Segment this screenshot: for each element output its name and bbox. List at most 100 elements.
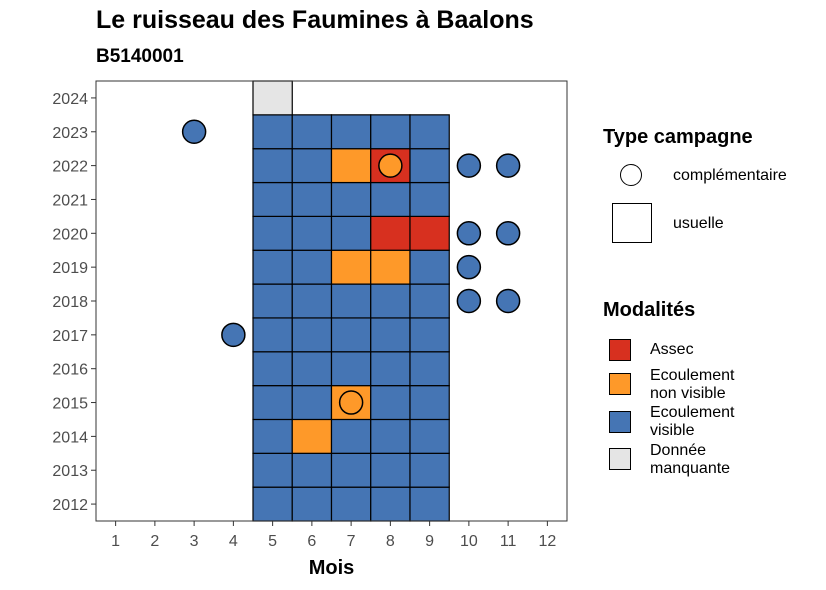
- tile-usuelle-2020-7: [330, 215, 372, 251]
- legend-label-enf-line2: non visible: [650, 385, 726, 402]
- y-tick-label-2013: 2013: [52, 463, 88, 480]
- tile-usuelle-2023-5: [252, 114, 293, 150]
- x-tick-label-9: 9: [425, 533, 434, 550]
- tile-usuelle-2019-9: [409, 249, 450, 285]
- legend-circle-key: [620, 164, 642, 186]
- legend-key-ecoulement-visible: [609, 411, 631, 433]
- tile-usuelle-2018-9: [409, 283, 450, 319]
- point-complementaire-2015-7: [338, 390, 364, 415]
- tile-usuelle-2023-9: [409, 114, 450, 150]
- tile-usuelle-2022-7: [330, 148, 372, 184]
- tile-usuelle-2022-5: [252, 148, 293, 184]
- tile-usuelle-2019-5: [252, 249, 293, 285]
- legend-label-ecoulement-visible: Ecoulement visible: [650, 404, 735, 440]
- y-tick-label-2023: 2023: [52, 125, 88, 142]
- tile-usuelle-2023-7: [330, 114, 372, 150]
- legend-key-donnee-manquante: [609, 448, 631, 470]
- tile-usuelle-2013-7: [330, 452, 372, 488]
- legend-type-title: Type campagne: [603, 126, 753, 148]
- tile-usuelle-2018-7: [330, 283, 372, 319]
- x-tick-label-2: 2: [150, 533, 159, 550]
- tile-usuelle-2012-8: [370, 486, 411, 522]
- tile-usuelle-2023-8: [370, 114, 411, 150]
- chart-title: Le ruisseau des Faumines à Baalons: [96, 6, 534, 34]
- tile-usuelle-2016-7: [330, 351, 372, 387]
- tile-usuelle-2013-9: [409, 452, 450, 488]
- legend-label-enf-line1: Ecoulement: [650, 367, 735, 384]
- tile-usuelle-2012-9: [409, 486, 450, 522]
- tile-usuelle-2023-6: [291, 114, 333, 150]
- tile-usuelle-2016-9: [409, 351, 450, 387]
- tile-usuelle-2021-7: [330, 181, 372, 217]
- x-tick-label-1: 1: [111, 533, 120, 550]
- legend-label-assec: Assec: [650, 341, 694, 359]
- tile-usuelle-2013-8: [370, 452, 411, 488]
- x-tick-label-3: 3: [190, 533, 199, 550]
- x-axis-label: Mois: [309, 557, 355, 579]
- tile-usuelle-2020-5: [252, 215, 293, 251]
- y-tick-label-2024: 2024: [52, 91, 88, 108]
- tile-usuelle-2012-5: [252, 486, 293, 522]
- tile-usuelle-2012-7: [330, 486, 372, 522]
- x-tick-label-6: 6: [307, 533, 316, 550]
- point-complementaire-2020-11: [495, 221, 521, 246]
- tile-usuelle-2016-6: [291, 351, 333, 387]
- legend-label-assec-line1: Assec: [650, 341, 694, 358]
- tile-usuelle-2015-6: [291, 385, 333, 421]
- y-tick-label-2012: 2012: [52, 497, 88, 514]
- tile-usuelle-2021-6: [291, 181, 333, 217]
- point-complementaire-2019-10: [456, 254, 482, 280]
- tile-usuelle-2019-7: [330, 249, 372, 285]
- tile-usuelle-2019-8: [370, 249, 411, 285]
- legend-type-complementaire: complémentaire: [673, 167, 787, 184]
- point-complementaire-2018-11: [495, 288, 521, 314]
- x-tick-label-8: 8: [386, 533, 395, 550]
- tile-usuelle-2022-9: [409, 148, 450, 184]
- tile-usuelle-2014-7: [330, 418, 372, 454]
- tile-usuelle-2015-9: [409, 385, 450, 421]
- point-complementaire-2020-10: [456, 221, 482, 246]
- legend-label-dm-line1: Donnée: [650, 442, 707, 459]
- x-tick-label-11: 11: [500, 533, 517, 550]
- x-tick-label-4: 4: [229, 533, 238, 550]
- legend-key-ecoulement-non-visible: [609, 373, 631, 395]
- tile-usuelle-2017-9: [409, 317, 450, 353]
- tile-usuelle-2014-8: [370, 418, 411, 454]
- chart-subtitle: B5140001: [96, 46, 184, 67]
- point-complementaire-2018-10: [456, 288, 482, 314]
- tile-usuelle-2019-6: [291, 249, 333, 285]
- tile-usuelle-2016-5: [252, 351, 293, 387]
- tile-usuelle-2014-5: [252, 418, 293, 454]
- tile-usuelle-2021-5: [252, 181, 293, 217]
- legend-label-dm-line2: manquante: [650, 460, 731, 477]
- tile-usuelle-2022-6: [291, 148, 333, 184]
- x-tick-label-7: 7: [347, 533, 356, 550]
- tile-usuelle-2017-5: [252, 317, 293, 353]
- legend-key-assec: [609, 339, 631, 361]
- x-tick-label-10: 10: [460, 533, 478, 550]
- x-tick-label-12: 12: [538, 533, 556, 550]
- y-tick-label-2017: 2017: [52, 328, 88, 345]
- y-tick-label-2018: 2018: [52, 294, 88, 311]
- y-tick-label-2022: 2022: [52, 159, 88, 176]
- legend-label-donnee-manquante: Donnée manquante: [650, 442, 730, 478]
- legend-label-ev-line1: Ecoulement: [650, 404, 735, 421]
- tile-usuelle-2020-9: [409, 215, 450, 251]
- tile-usuelle-2018-8: [370, 283, 411, 319]
- tile-usuelle-2017-8: [370, 317, 411, 353]
- tile-usuelle-2017-6: [291, 317, 333, 353]
- legend-type-usuelle: usuelle: [673, 215, 724, 232]
- tile-usuelle-2020-8: [370, 215, 411, 251]
- point-complementaire-2017-4: [221, 322, 246, 348]
- point-complementaire-2022-11: [495, 153, 521, 178]
- tile-usuelle-2013-6: [291, 452, 333, 488]
- tile-usuelle-2015-5: [252, 385, 293, 421]
- y-tick-label-2016: 2016: [52, 362, 88, 379]
- y-tick-label-2021: 2021: [52, 192, 88, 209]
- tile-usuelle-2024-5: [252, 80, 293, 116]
- legend-square-key: [612, 203, 652, 243]
- y-tick-label-2015: 2015: [52, 396, 88, 413]
- tile-usuelle-2014-9: [409, 418, 450, 454]
- tile-usuelle-2021-8: [370, 181, 411, 217]
